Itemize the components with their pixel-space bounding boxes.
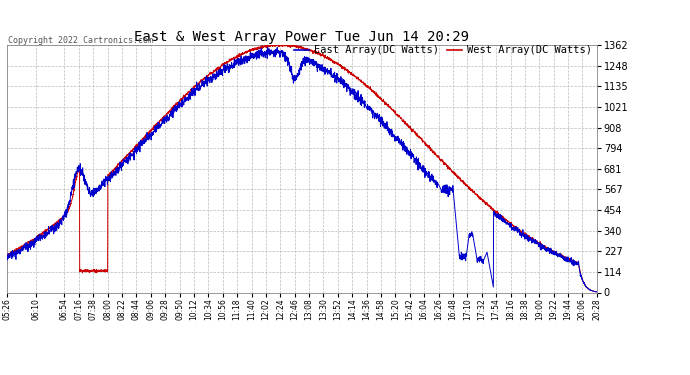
Legend: East Array(DC Watts), West Array(DC Watts): East Array(DC Watts), West Array(DC Watt… (294, 45, 591, 55)
Title: East & West Array Power Tue Jun 14 20:29: East & West Array Power Tue Jun 14 20:29 (135, 30, 469, 44)
Text: Copyright 2022 Cartronics.com: Copyright 2022 Cartronics.com (8, 36, 153, 45)
